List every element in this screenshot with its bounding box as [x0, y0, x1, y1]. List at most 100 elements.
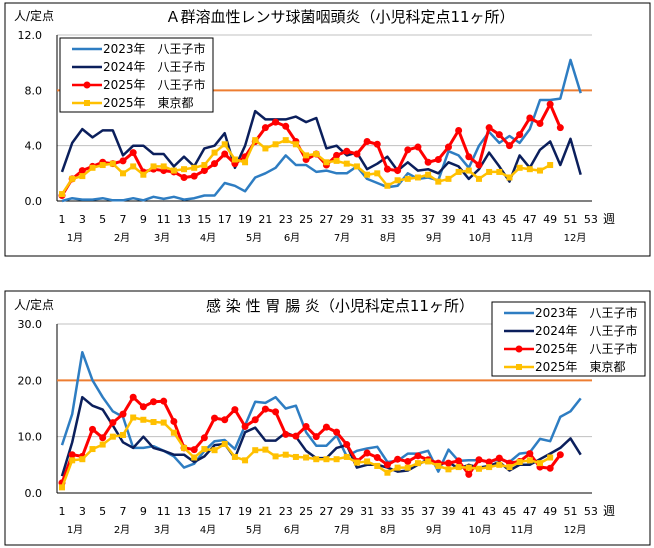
month-label: 2月 [114, 232, 130, 244]
data-point [313, 456, 320, 463]
data-point [99, 441, 106, 448]
data-point [69, 457, 76, 464]
data-point [89, 446, 96, 453]
data-point [383, 461, 391, 469]
month-label: 9月 [426, 232, 442, 244]
data-point [68, 451, 76, 459]
data-point [190, 446, 198, 454]
month-label: 1月 [67, 524, 83, 536]
data-point [353, 150, 361, 158]
data-point [120, 170, 127, 177]
data-point [475, 175, 482, 182]
data-point [150, 398, 158, 406]
x-tick-label: 53 [584, 213, 598, 226]
x-tick-label: 41 [462, 213, 476, 226]
month-label: 2月 [114, 524, 130, 536]
month-label: 6月 [284, 232, 300, 244]
x-axis-label: 週 [603, 504, 615, 518]
x-tick-label: 9 [140, 213, 147, 226]
x-axis-label: 週 [603, 212, 615, 226]
data-point [364, 171, 371, 178]
data-point [343, 147, 351, 155]
x-tick-label: 53 [584, 505, 598, 518]
data-point [505, 142, 513, 150]
x-tick-label: 51 [564, 213, 578, 226]
data-point [516, 459, 523, 466]
x-tick-label: 27 [319, 213, 333, 226]
data-point [262, 145, 269, 152]
series-tokyo [59, 414, 554, 491]
month-label: 7月 [334, 232, 350, 244]
data-point [526, 114, 534, 122]
data-point [465, 470, 473, 478]
legend-label: 2025年 八王子市 [535, 341, 638, 356]
data-point [231, 156, 238, 163]
x-tick-label: 17 [218, 505, 232, 518]
data-point [536, 460, 543, 467]
data-point [495, 131, 503, 139]
series-s2023 [61, 58, 582, 203]
data-point [69, 175, 76, 182]
data-point [547, 454, 554, 461]
data-point [445, 175, 452, 182]
data-point [465, 464, 472, 471]
x-tick-label: 51 [564, 505, 578, 518]
data-point [323, 456, 330, 463]
month-label: 6月 [284, 524, 300, 536]
data-point [373, 454, 381, 462]
data-point [394, 464, 401, 471]
x-tick-label: 15 [197, 505, 211, 518]
data-point [170, 417, 178, 425]
data-point [414, 460, 421, 467]
data-point [140, 416, 147, 423]
x-tick-label: 25 [299, 505, 313, 518]
x-tick-label: 5 [99, 213, 106, 226]
month-label: 11月 [511, 232, 534, 244]
legend: 2023年 八王子市 2024年 八王子市 2025年 八王子市 2025年 東京都 [59, 37, 214, 113]
data-point [353, 459, 360, 466]
legend-marker [84, 100, 90, 106]
data-point [211, 447, 218, 454]
data-point [221, 416, 229, 424]
x-tick-label: 39 [441, 213, 455, 226]
data-point [455, 168, 462, 175]
data-point [303, 152, 310, 159]
data-point [445, 466, 452, 473]
data-point [363, 449, 371, 457]
data-point [455, 464, 462, 471]
data-point [190, 172, 198, 180]
data-point [536, 120, 544, 128]
data-point [414, 143, 422, 151]
series-s2025 [58, 100, 564, 199]
legend-label: 2023年 八王子市 [535, 305, 638, 320]
data-point [373, 140, 381, 148]
data-point [261, 405, 269, 413]
data-point [465, 167, 472, 174]
data-point [546, 100, 554, 108]
data-point [485, 458, 493, 466]
month-label: 9月 [426, 524, 442, 536]
y-tick-label: 12.0 [18, 29, 43, 42]
data-point [475, 456, 483, 464]
data-point [374, 170, 381, 177]
y-tick-label: 4.0 [25, 140, 43, 153]
data-point [150, 163, 157, 170]
data-point [292, 141, 299, 148]
data-point [272, 408, 280, 416]
y-tick-label: 0.0 [25, 195, 43, 208]
data-point [506, 464, 513, 471]
chart-title: Ａ群溶血性レンサ球菌咽頭炎（小児科定点11ヶ所） [165, 8, 514, 26]
data-point [536, 167, 543, 174]
data-point [383, 165, 391, 173]
x-tick-label: 13 [177, 505, 191, 518]
x-tick-label: 39 [441, 505, 455, 518]
data-point [160, 163, 167, 170]
data-point [343, 453, 350, 460]
legend-marker [516, 364, 522, 370]
data-point [364, 458, 371, 465]
x-tick-label: 47 [523, 213, 537, 226]
data-point [109, 419, 117, 427]
y-tick-label: 0.0 [25, 487, 43, 500]
month-label: 5月 [246, 232, 262, 244]
month-label: 3月 [154, 524, 170, 536]
